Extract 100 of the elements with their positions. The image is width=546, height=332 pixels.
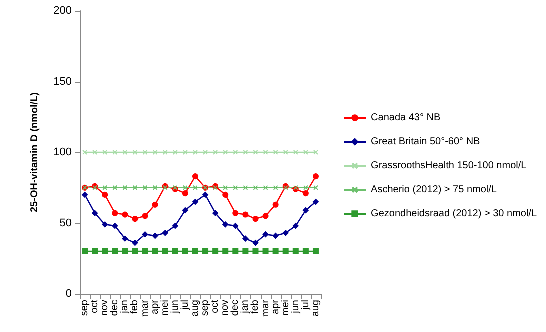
point [152, 202, 158, 208]
legend-label: Great Britain 50°-60° NB [371, 136, 481, 148]
point [302, 208, 309, 214]
point [182, 248, 188, 255]
point [132, 248, 138, 255]
point [312, 248, 319, 255]
point [293, 150, 298, 155]
point [192, 199, 198, 206]
point [172, 150, 178, 155]
point [222, 222, 229, 228]
point [122, 185, 128, 190]
point [302, 190, 309, 197]
point [182, 190, 188, 197]
point [182, 208, 188, 214]
point [283, 150, 288, 155]
point [212, 248, 219, 255]
x-tick-label: nov [220, 300, 232, 316]
x-tick-label: apr [270, 299, 282, 314]
point [292, 223, 299, 230]
point [242, 236, 249, 242]
point [303, 185, 308, 190]
x-tick-label: feb [130, 300, 141, 314]
point [222, 248, 229, 255]
point [223, 185, 228, 190]
point [292, 248, 299, 255]
point [152, 232, 158, 239]
point [312, 199, 319, 206]
point [122, 212, 128, 218]
point [92, 248, 98, 255]
point [273, 150, 278, 155]
x-tick-label: mei [160, 300, 171, 316]
point [232, 210, 239, 216]
point [243, 185, 248, 190]
point [192, 185, 198, 190]
legend-label: Canada 43° NB [371, 112, 441, 124]
point [243, 150, 248, 155]
y-tick-label: 200 [54, 5, 72, 17]
x-tick-label: jan [240, 300, 252, 314]
point [132, 216, 138, 222]
point [202, 248, 209, 255]
legend-label: Gezondheidsraad (2012) > 30 nmol/L [371, 208, 538, 220]
legend-label: Ascherio (2012) > 75 nmol/L [371, 184, 498, 196]
point [112, 223, 118, 230]
point [222, 192, 229, 198]
point [162, 248, 168, 255]
x-tick-label: aug [190, 300, 201, 317]
point [202, 192, 209, 198]
point [263, 150, 268, 155]
x-tick-label: nov [100, 300, 111, 316]
y-tick-label: 100 [54, 146, 72, 158]
point [253, 185, 258, 190]
point [203, 150, 208, 155]
x-tick-label: apr [150, 299, 161, 314]
x-tick-label: jan [120, 300, 131, 314]
x-tick-label: jun [290, 300, 302, 314]
x-tick-label: mar [140, 299, 151, 318]
point [232, 223, 239, 230]
point [233, 185, 238, 190]
point [102, 222, 108, 228]
point [282, 230, 289, 236]
y-axis-title: 25-OH-vitamin D (nmol/L) [30, 92, 40, 213]
point [262, 213, 269, 220]
point [272, 202, 279, 208]
point [242, 212, 249, 218]
x-tick-label: jun [170, 300, 181, 314]
point [182, 185, 188, 190]
x-tick-label: jul [180, 300, 191, 312]
y-tick-label: 50 [60, 217, 72, 230]
point [152, 150, 158, 155]
point [232, 248, 239, 255]
point [253, 150, 258, 155]
point [162, 230, 168, 236]
point [132, 240, 138, 246]
point [172, 248, 178, 255]
y-tick-label: 150 [54, 76, 72, 88]
point [213, 150, 218, 155]
point [282, 248, 289, 255]
point [252, 248, 259, 255]
point [142, 213, 148, 220]
point [312, 174, 319, 180]
point [192, 174, 198, 180]
point [252, 240, 259, 246]
point [233, 150, 238, 155]
point [102, 248, 108, 255]
point [172, 223, 178, 230]
point [152, 248, 158, 255]
x-tick-label: aug [310, 300, 322, 317]
x-tick-label: oct [90, 300, 101, 314]
x-tick-label: feb [250, 300, 262, 314]
point [272, 248, 279, 255]
point [142, 232, 148, 238]
point [303, 150, 308, 155]
point [152, 185, 158, 190]
point [182, 150, 188, 155]
point [102, 192, 108, 198]
point [82, 192, 88, 198]
point [263, 185, 268, 190]
point [102, 185, 108, 190]
point [142, 185, 148, 190]
point [122, 150, 128, 155]
